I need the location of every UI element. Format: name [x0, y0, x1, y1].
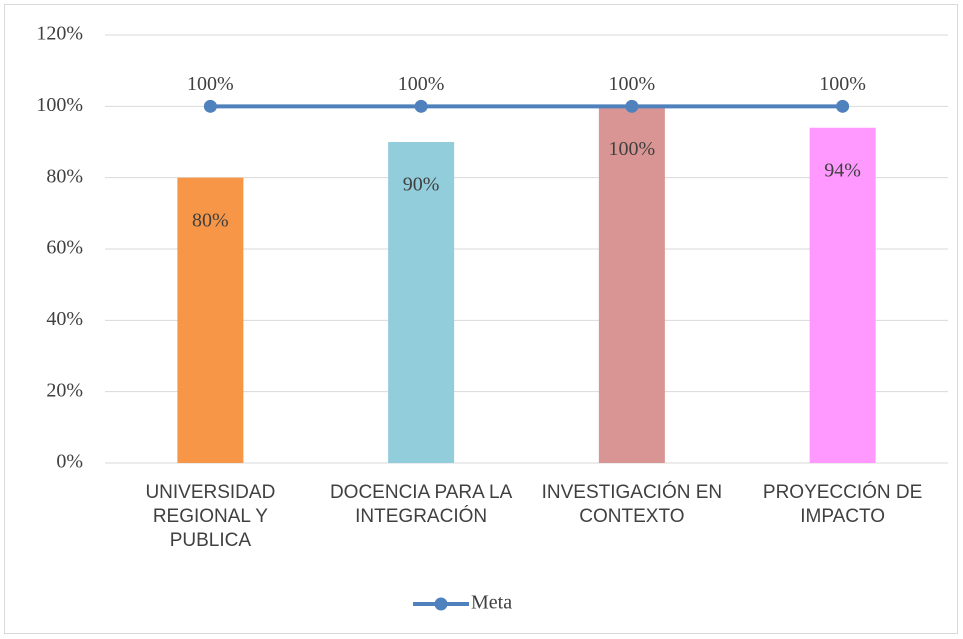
y-tick-label: 40%	[46, 308, 83, 330]
line-value-label: 100%	[187, 73, 234, 95]
x-tick-label: PROYECCIÓN DE IMPACTO	[762, 482, 923, 527]
y-tick-label: 60%	[46, 237, 83, 259]
bar	[809, 127, 876, 463]
bar-value-label: 80%	[192, 209, 229, 231]
bar	[177, 177, 244, 463]
line-point	[203, 99, 217, 113]
bar	[388, 142, 455, 463]
x-tick-label: DOCENCIA PARA LA INTEGRACIÓN	[329, 482, 513, 527]
chart-border	[4, 4, 958, 634]
bar-value-label: 90%	[403, 174, 440, 196]
bar-value-label: 100%	[609, 138, 656, 160]
line-point	[836, 99, 850, 113]
y-tick-label: 80%	[46, 165, 83, 187]
y-tick-label: 0%	[56, 451, 83, 473]
y-tick-label: 100%	[36, 94, 83, 116]
y-tick-label: 20%	[46, 379, 83, 401]
x-tick-label: UNIVERSIDAD REGIONAL Y PUBLICA	[145, 482, 276, 551]
line-value-label: 100%	[609, 73, 656, 95]
y-tick-label: 120%	[36, 23, 83, 45]
x-tick-label: INVESTIGACIÓN EN CONTEXTO	[541, 482, 723, 527]
line-point	[625, 99, 639, 113]
legend-marker	[434, 597, 448, 611]
line-point	[414, 99, 428, 113]
bar	[598, 106, 665, 463]
bar-value-label: 94%	[824, 159, 861, 181]
line-value-label: 100%	[398, 73, 445, 95]
line-value-label: 100%	[819, 73, 866, 95]
legend-label: Meta	[471, 592, 512, 614]
